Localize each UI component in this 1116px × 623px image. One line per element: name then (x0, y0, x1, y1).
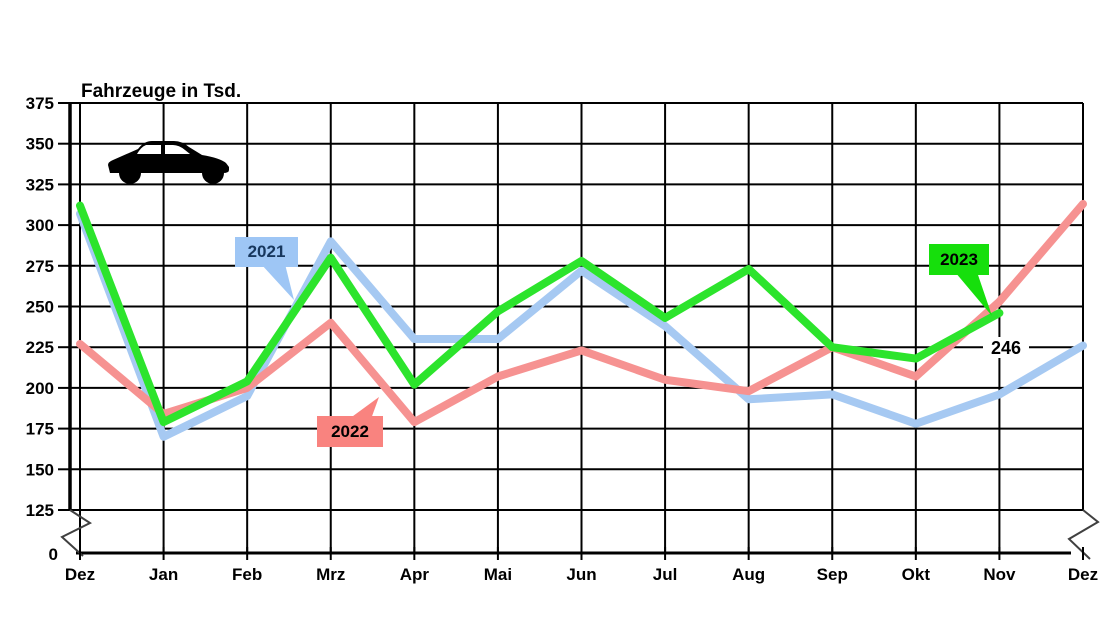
callout-tails (261, 264, 992, 419)
x-tick-label-Jul: Jul (653, 565, 678, 584)
value-label: 246 (991, 338, 1021, 358)
y-tick-label: 350 (26, 135, 54, 154)
legend-label-2021: 2021 (247, 242, 286, 261)
legend-label-2023: 2023 (940, 249, 978, 269)
x-tick-label-Feb: Feb (232, 565, 262, 584)
car-icon (108, 141, 229, 184)
x-tick-label-Jan: Jan (149, 565, 178, 584)
y-zero-label: 0 (49, 545, 58, 564)
value-annotation: 246 (983, 337, 1029, 358)
legend-callout-2021: 2021 (235, 237, 298, 267)
vertical-gridlines (79, 103, 1084, 553)
series-line-2021 (76, 209, 1087, 441)
chart-title: Fahrzeuge in Tsd. (81, 81, 242, 102)
series-line-2022 (76, 199, 1087, 427)
x-tick-label-Apr: Apr (400, 565, 430, 584)
y-axis-labels: 375 350 325 300 275 250 225 200 175 150 125 (26, 94, 54, 520)
x-tick-label-Sep: Sep (817, 565, 848, 584)
axis-break-marks (60, 509, 1100, 560)
series-lines (76, 199, 1087, 441)
y-tick-label: 125 (26, 501, 54, 520)
axes (68, 103, 1084, 555)
y-tick-label: 250 (26, 298, 54, 317)
x-tick-label-Nov: Nov (983, 565, 1016, 584)
legend-callout-2022: 2022 (317, 416, 383, 447)
x-tick-label-Dez: Dez (65, 565, 95, 584)
series-line-2023 (76, 201, 1004, 427)
x-axis-labels: Dez Jan Feb Mrz Apr Mai Jun Jul Aug Sep Okt Nov Dez (65, 547, 1098, 584)
y-tick-label: 200 (26, 379, 54, 398)
legend-label-2022: 2022 (331, 421, 369, 441)
y-tick-label: 325 (26, 175, 54, 194)
x-tick-label-Dez: Dez (1068, 565, 1098, 584)
x-tick-label-Jun: Jun (566, 565, 596, 584)
x-tick-label-Aug: Aug (732, 565, 765, 584)
y-tick-label: 375 (26, 94, 54, 113)
x-tick-label-Okt: Okt (902, 565, 931, 584)
x-tick-label-Mrz: Mrz (316, 565, 345, 584)
y-tick-label: 275 (26, 257, 54, 276)
legend-callout-2023: 2023 (929, 244, 989, 275)
y-tick-label: 175 (26, 420, 54, 439)
y-tick-label: 150 (26, 460, 54, 479)
y-tick-label: 225 (26, 338, 54, 357)
x-tick-label-Mai: Mai (484, 565, 512, 584)
y-tick-label: 300 (26, 216, 54, 235)
